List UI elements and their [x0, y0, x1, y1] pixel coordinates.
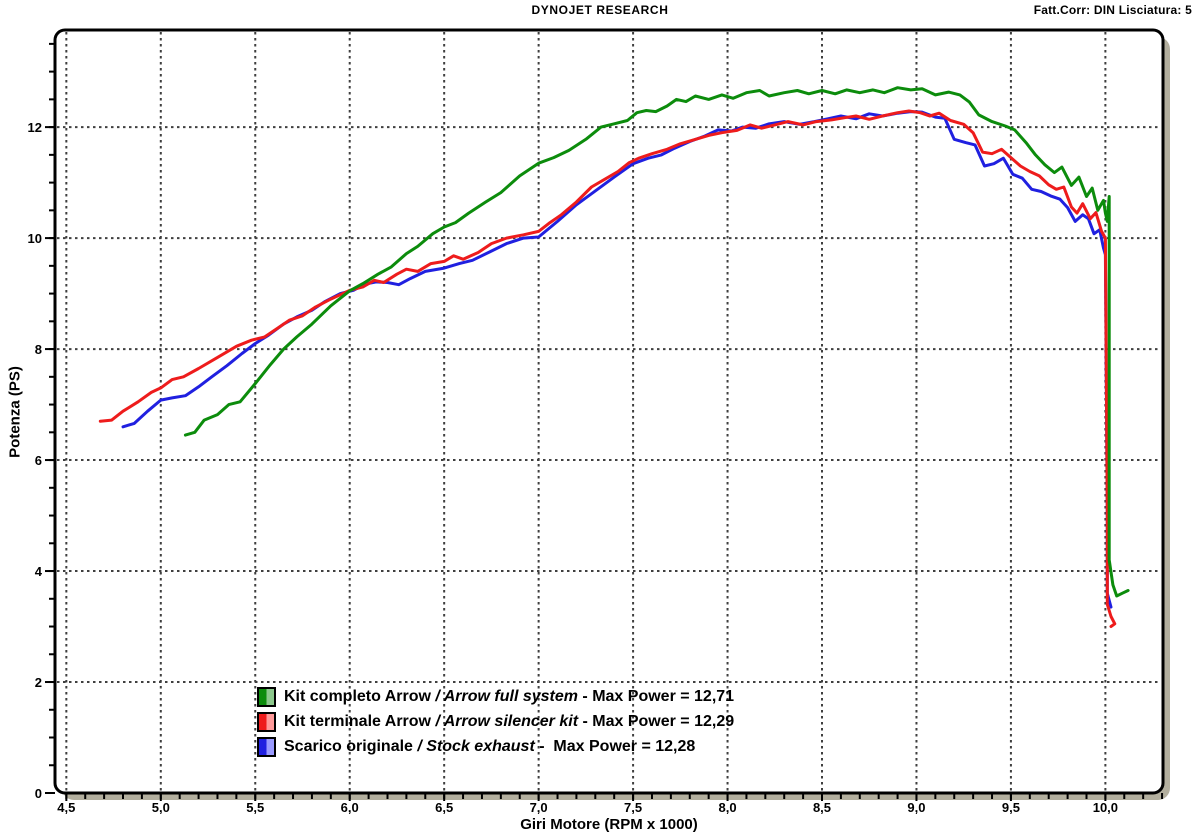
legend-label-english: Arrow full system — [443, 687, 578, 705]
x-tick-label: 4,5 — [57, 800, 75, 815]
legend-max-power: - Max Power = 12,28 — [534, 737, 696, 755]
power-curve — [98, 109, 1117, 628]
x-tick-label: 6,0 — [341, 800, 359, 815]
legend: Kit completo Arrow / Arrow full system -… — [257, 684, 734, 759]
plot-frame — [53, 28, 1165, 795]
legend-max-power: - Max Power = 12,29 — [578, 712, 735, 730]
legend-item-stock-exhaust: Scarico originale / Stock exhaust - Max … — [257, 734, 734, 759]
y-tick-label: 2 — [35, 675, 42, 690]
legend-label-italian: Scarico originale — [284, 737, 413, 755]
x-tick-label: 7,0 — [530, 800, 548, 815]
x-axis-title: Giri Motore (RPM x 1000) — [520, 816, 698, 833]
y-tick-label: 4 — [35, 564, 43, 579]
legend-separator: / — [431, 712, 444, 730]
legend-label-italian: Kit completo Arrow — [284, 687, 431, 705]
legend-separator: / — [430, 687, 444, 705]
x-tick-label: 6,5 — [435, 800, 453, 815]
legend-max-power: - Max Power = 12,71 — [577, 687, 735, 705]
y-tick-label: 0 — [35, 786, 42, 801]
legend-label-english: Stock exhaust — [426, 737, 535, 755]
legend-item-silencer-kit: Kit terminale Arrow / Arrow silencer kit… — [257, 709, 734, 734]
x-tick-label: 5,5 — [246, 800, 264, 815]
x-tick-label: 9,0 — [907, 800, 925, 815]
legend-separator: / — [412, 737, 427, 755]
power-curve — [183, 86, 1130, 598]
correction-info: Fatt.Corr: DIN Lisciatura: 5 — [1033, 3, 1192, 17]
y-tick-label: 6 — [35, 453, 42, 468]
legend-swatch-green — [257, 686, 276, 707]
legend-label-italian: Kit terminale Arrow — [284, 712, 431, 730]
x-tick-label: 8,5 — [813, 800, 831, 815]
x-tick-label: 8,0 — [719, 800, 737, 815]
legend-swatch-red — [257, 711, 276, 732]
legend-swatch-blue — [257, 736, 276, 757]
legend-item-full-system: Kit completo Arrow / Arrow full system -… — [257, 684, 734, 709]
x-tick-label: 9,5 — [1002, 800, 1020, 815]
x-tick-label: 5,0 — [152, 800, 170, 815]
legend-label-english: Arrow silencer kit — [443, 712, 579, 730]
page-title: DYNOJET RESEARCH — [531, 3, 669, 17]
x-tick-label: 10,0 — [1093, 800, 1118, 815]
y-tick-label: 10 — [28, 231, 42, 246]
y-tick-label: 12 — [28, 120, 42, 135]
y-axis-title: Potenza (PS) — [6, 366, 24, 458]
y-tick-label: 8 — [35, 342, 42, 357]
x-tick-label: 7,5 — [624, 800, 642, 815]
